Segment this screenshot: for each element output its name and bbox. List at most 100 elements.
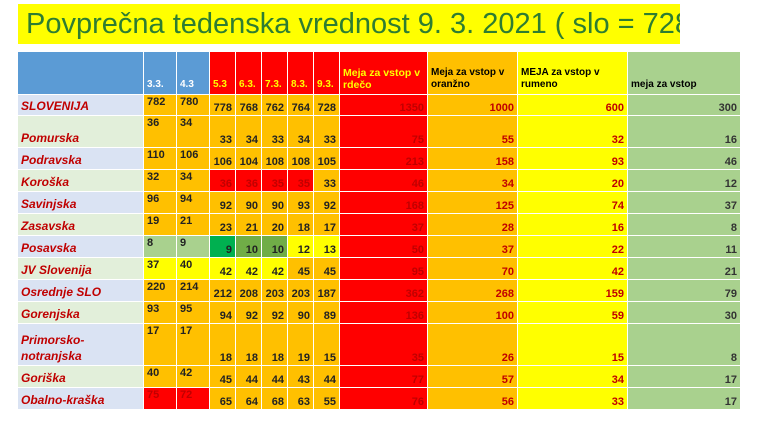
red-threshold-value: 37: [339, 213, 428, 236]
table-row: Gorenjska 93 95 94 92 92 90 89 136 100 59 30: [17, 301, 741, 324]
daily-value: 94: [209, 301, 236, 324]
region-name: Zasavska: [17, 213, 144, 236]
daily-value: 21: [235, 213, 262, 236]
table-row: Pomurska 36 34 33 34 33 34 33 75 55 32 16: [17, 115, 741, 148]
green-threshold-value: 30: [627, 301, 741, 324]
daily-value: 68: [261, 387, 288, 410]
orange-threshold-value: 268: [427, 279, 518, 302]
daily-value: 42: [235, 257, 262, 280]
header-date-5-3: 5.3: [209, 51, 236, 95]
green-threshold-value: 12: [627, 169, 741, 192]
region-name: Primorsko-notranjska: [17, 323, 144, 366]
daily-value: 33: [261, 115, 288, 148]
daily-value: 44: [235, 365, 262, 388]
daily-value: 214: [176, 279, 210, 302]
daily-value: 9: [209, 235, 236, 258]
daily-value: 19: [143, 213, 177, 236]
daily-value: 64: [235, 387, 262, 410]
region-name: Posavska: [17, 235, 144, 258]
daily-value: 36: [143, 115, 177, 148]
daily-value: 220: [143, 279, 177, 302]
daily-value: 18: [287, 213, 314, 236]
daily-value: 44: [313, 365, 340, 388]
daily-value: 764: [287, 94, 314, 116]
daily-value: 40: [143, 365, 177, 388]
daily-value: 108: [261, 147, 288, 170]
green-threshold-value: 79: [627, 279, 741, 302]
daily-value: 45: [287, 257, 314, 280]
daily-value: 212: [209, 279, 236, 302]
daily-value: 44: [261, 365, 288, 388]
header-date-9-3: 9.3.: [313, 51, 340, 95]
daily-value: 106: [176, 147, 210, 170]
daily-value: 34: [287, 115, 314, 148]
header-date-4-3: 4.3: [176, 51, 210, 95]
daily-value: 17: [313, 213, 340, 236]
yellow-threshold-value: 22: [517, 235, 628, 258]
green-threshold-value: 17: [627, 387, 741, 410]
daily-value: 12: [287, 235, 314, 258]
daily-value: 92: [209, 191, 236, 214]
daily-value: 782: [143, 94, 177, 116]
header-yellow-threshold: MEJA za vstop v rumeno: [517, 51, 628, 95]
yellow-threshold-value: 600: [517, 94, 628, 116]
daily-value: 42: [176, 365, 210, 388]
table-row: SLOVENIJA 782 780 778 768 762 764 728 1350 1000 60…: [17, 94, 741, 116]
daily-value: 23: [209, 213, 236, 236]
yellow-threshold-value: 93: [517, 147, 628, 170]
region-name: Koroška: [17, 169, 144, 192]
daily-value: 110: [143, 147, 177, 170]
daily-value: 33: [209, 115, 236, 148]
table-row: Goriška 40 42 45 44 44 43 44 77 57 34 17: [17, 365, 741, 388]
yellow-threshold-value: 20: [517, 169, 628, 192]
daily-value: 55: [313, 387, 340, 410]
green-threshold-value: 37: [627, 191, 741, 214]
daily-value: 10: [235, 235, 262, 258]
daily-value: 32: [143, 169, 177, 192]
daily-value: 95: [176, 301, 210, 324]
daily-value: 15: [313, 323, 340, 366]
daily-value: 40: [176, 257, 210, 280]
daily-value: 42: [209, 257, 236, 280]
daily-value: 35: [261, 169, 288, 192]
orange-threshold-value: 158: [427, 147, 518, 170]
daily-value: 21: [176, 213, 210, 236]
header-row: 3.3. 4.3 5.3 6.3. 7.3. 8.3. 9.3. Meja za…: [17, 51, 741, 95]
daily-value: 43: [287, 365, 314, 388]
daily-value: 90: [287, 301, 314, 324]
orange-threshold-value: 55: [427, 115, 518, 148]
daily-value: 90: [261, 191, 288, 214]
red-threshold-value: 77: [339, 365, 428, 388]
table-row: Primorsko-notranjska 17 17 18 18 18 19 15 35 26 15…: [17, 323, 741, 366]
yellow-threshold-value: 33: [517, 387, 628, 410]
table-row: Posavska 8 9 9 10 10 12 13 50 37 22 11: [17, 235, 741, 258]
orange-threshold-value: 70: [427, 257, 518, 280]
orange-threshold-value: 56: [427, 387, 518, 410]
daily-value: 33: [313, 169, 340, 192]
green-threshold-value: 8: [627, 323, 741, 366]
green-threshold-value: 8: [627, 213, 741, 236]
daily-value: 106: [209, 147, 236, 170]
orange-threshold-value: 28: [427, 213, 518, 236]
daily-value: 18: [261, 323, 288, 366]
table-row: Podravska 110 106 106 104 108 108 105 213 158 93 46: [17, 147, 741, 170]
daily-value: 187: [313, 279, 340, 302]
daily-value: 45: [209, 365, 236, 388]
daily-value: 13: [313, 235, 340, 258]
yellow-threshold-value: 159: [517, 279, 628, 302]
header-green-threshold: meja za vstop: [627, 51, 741, 95]
daily-value: 34: [235, 115, 262, 148]
daily-value: 208: [235, 279, 262, 302]
green-threshold-value: 300: [627, 94, 741, 116]
daily-value: 93: [143, 301, 177, 324]
red-threshold-value: 1350: [339, 94, 428, 116]
table-row: Osrednje SLO 220 214 212 208 203 203 187 362 268 1…: [17, 279, 741, 302]
header-date-7-3: 7.3.: [261, 51, 288, 95]
yellow-threshold-value: 32: [517, 115, 628, 148]
region-name: JV Slovenija: [17, 257, 144, 280]
header-date-3-3: 3.3.: [143, 51, 177, 95]
daily-value: 90: [235, 191, 262, 214]
daily-value: 93: [287, 191, 314, 214]
daily-value: 768: [235, 94, 262, 116]
daily-value: 19: [287, 323, 314, 366]
